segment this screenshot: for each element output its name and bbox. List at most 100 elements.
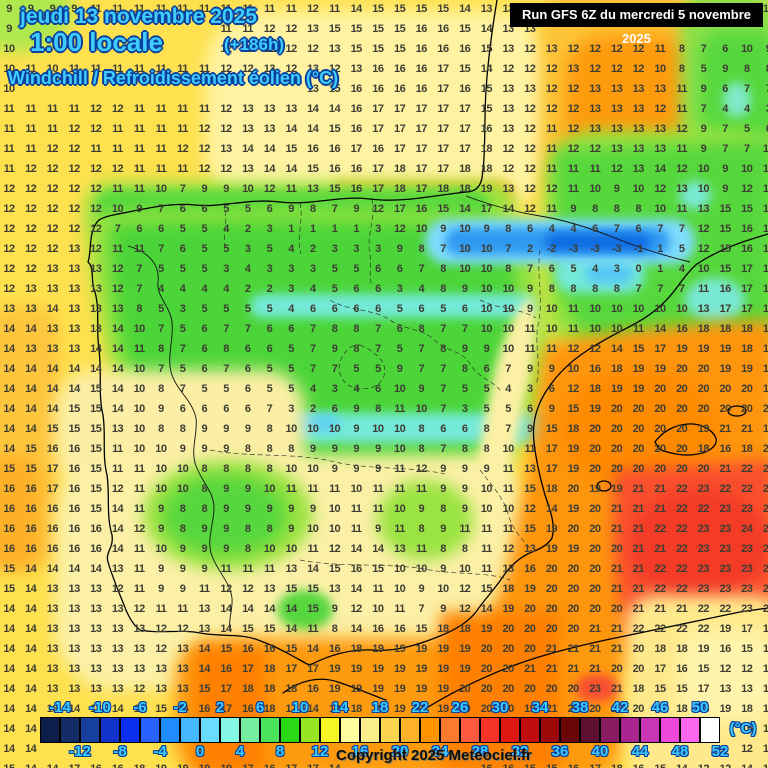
grid-value: 8	[592, 283, 598, 295]
grid-value: 22	[654, 523, 666, 535]
grid-value: 16	[220, 663, 232, 675]
grid-value: 16	[90, 523, 102, 535]
grid-value: 13	[502, 563, 514, 575]
grid-value: 7	[440, 363, 446, 375]
grid-value: 12	[46, 243, 59, 255]
grid-value: 12	[372, 203, 384, 215]
grid-value: 6	[396, 263, 403, 275]
grid-value: 14	[68, 703, 80, 715]
grid-value: 13	[263, 123, 276, 135]
grid-value: 7	[700, 43, 707, 55]
grid-value: 8	[613, 283, 620, 295]
grid-value: 8	[266, 423, 273, 435]
grid-value: 8	[244, 463, 251, 475]
grid-value: 12	[3, 243, 15, 255]
grid-value: 14	[459, 203, 471, 215]
grid-value: 12	[176, 143, 189, 155]
grid-value: 9	[353, 203, 359, 215]
grid-value: 12	[567, 123, 580, 135]
grid-value: 8	[613, 203, 620, 215]
grid-value: 9	[440, 523, 446, 535]
grid-value: 15	[697, 663, 710, 675]
grid-value: 13	[524, 463, 536, 475]
grid-value: 11	[112, 143, 123, 155]
grid-value: 13	[111, 643, 124, 655]
grid-value: 17	[285, 663, 297, 675]
grid-value: 16	[415, 23, 428, 35]
grid-value: 6	[396, 323, 403, 335]
grid-value: 9	[396, 363, 403, 375]
grid-value: 11	[133, 183, 145, 195]
grid-value: 21	[632, 603, 645, 615]
model-run-banner: Run GFS 6Z du mercredi 5 novembre 2025	[510, 3, 763, 46]
grid-value: 11	[242, 23, 253, 35]
grid-value: 14	[242, 603, 254, 615]
grid-value: 4	[223, 283, 229, 295]
grid-value: 16	[676, 323, 688, 335]
grid-value: 16	[25, 523, 37, 535]
grid-value: 7	[309, 323, 316, 335]
grid-value: 16	[107, 763, 129, 768]
grid-value: 15	[46, 423, 59, 435]
grid-value: 12	[111, 483, 124, 495]
grid-value: 11	[394, 603, 405, 615]
variable-label: Windchill / Refroidissement éolien (°C)	[8, 68, 339, 88]
grid-value: 11	[177, 3, 188, 15]
grid-value: 20	[459, 683, 471, 695]
grid-value: 20	[567, 563, 580, 575]
grid-value: 13	[46, 683, 59, 695]
grid-value: 14	[25, 623, 37, 635]
grid-value: 11	[90, 143, 102, 155]
grid-value: 5	[461, 383, 468, 395]
grid-value: 12	[697, 243, 710, 255]
grid-value: 18	[589, 383, 601, 395]
grid-value: 15	[328, 183, 341, 195]
grid-value: 14	[111, 343, 124, 355]
grid-value: 22	[676, 503, 688, 515]
grid-value: 7	[136, 283, 142, 295]
grid-value: 5	[570, 263, 576, 275]
grid-value: 14	[25, 643, 37, 655]
grid-value: 18	[459, 623, 471, 635]
grid-value: 21	[545, 703, 558, 715]
grid-value: 22	[654, 583, 666, 595]
grid-value: 9	[331, 463, 338, 475]
grid-value: 12	[25, 203, 37, 215]
grid-value: 12	[242, 583, 254, 595]
grid-value: 13	[68, 663, 80, 675]
grid-value: 18	[762, 323, 768, 335]
grid-value: 21	[632, 503, 645, 515]
grid-value: 18	[480, 163, 493, 175]
grid-value: 15	[198, 683, 211, 695]
grid-value: 9	[201, 523, 208, 535]
grid-value: 12	[567, 343, 580, 355]
grid-value: 12	[68, 163, 80, 175]
grid-value: 15	[90, 383, 102, 395]
grid-value: 6	[548, 383, 555, 395]
grid-value: 13	[263, 583, 276, 595]
grid-value: 23	[741, 543, 753, 555]
grid-value: 13	[589, 83, 601, 95]
grid-value: 17	[393, 103, 406, 115]
grid-value: 16	[762, 703, 768, 715]
grid-value: 18	[654, 643, 666, 655]
grid-value: 2	[309, 243, 316, 255]
grid-value: 13	[46, 603, 59, 615]
grid-value: 16	[393, 63, 406, 75]
grid-value: 10	[480, 243, 493, 255]
grid-value: 12	[133, 683, 146, 695]
grid-value: 11	[112, 63, 123, 75]
grid-value: 13	[46, 583, 59, 595]
grid-value: 6	[201, 203, 208, 215]
grid-value: 1	[657, 263, 663, 275]
grid-value: 5	[743, 123, 750, 135]
grid-value: 23	[719, 503, 731, 515]
grid-value: 15	[545, 423, 558, 435]
grid-value: 16	[762, 263, 768, 275]
grid-value: 17	[46, 463, 59, 475]
grid-value: 13	[111, 663, 124, 675]
grid-value: 13	[68, 283, 80, 295]
grid-value: 19	[393, 663, 406, 675]
grid-value: 6	[179, 243, 186, 255]
grid-value: 13	[242, 123, 254, 135]
